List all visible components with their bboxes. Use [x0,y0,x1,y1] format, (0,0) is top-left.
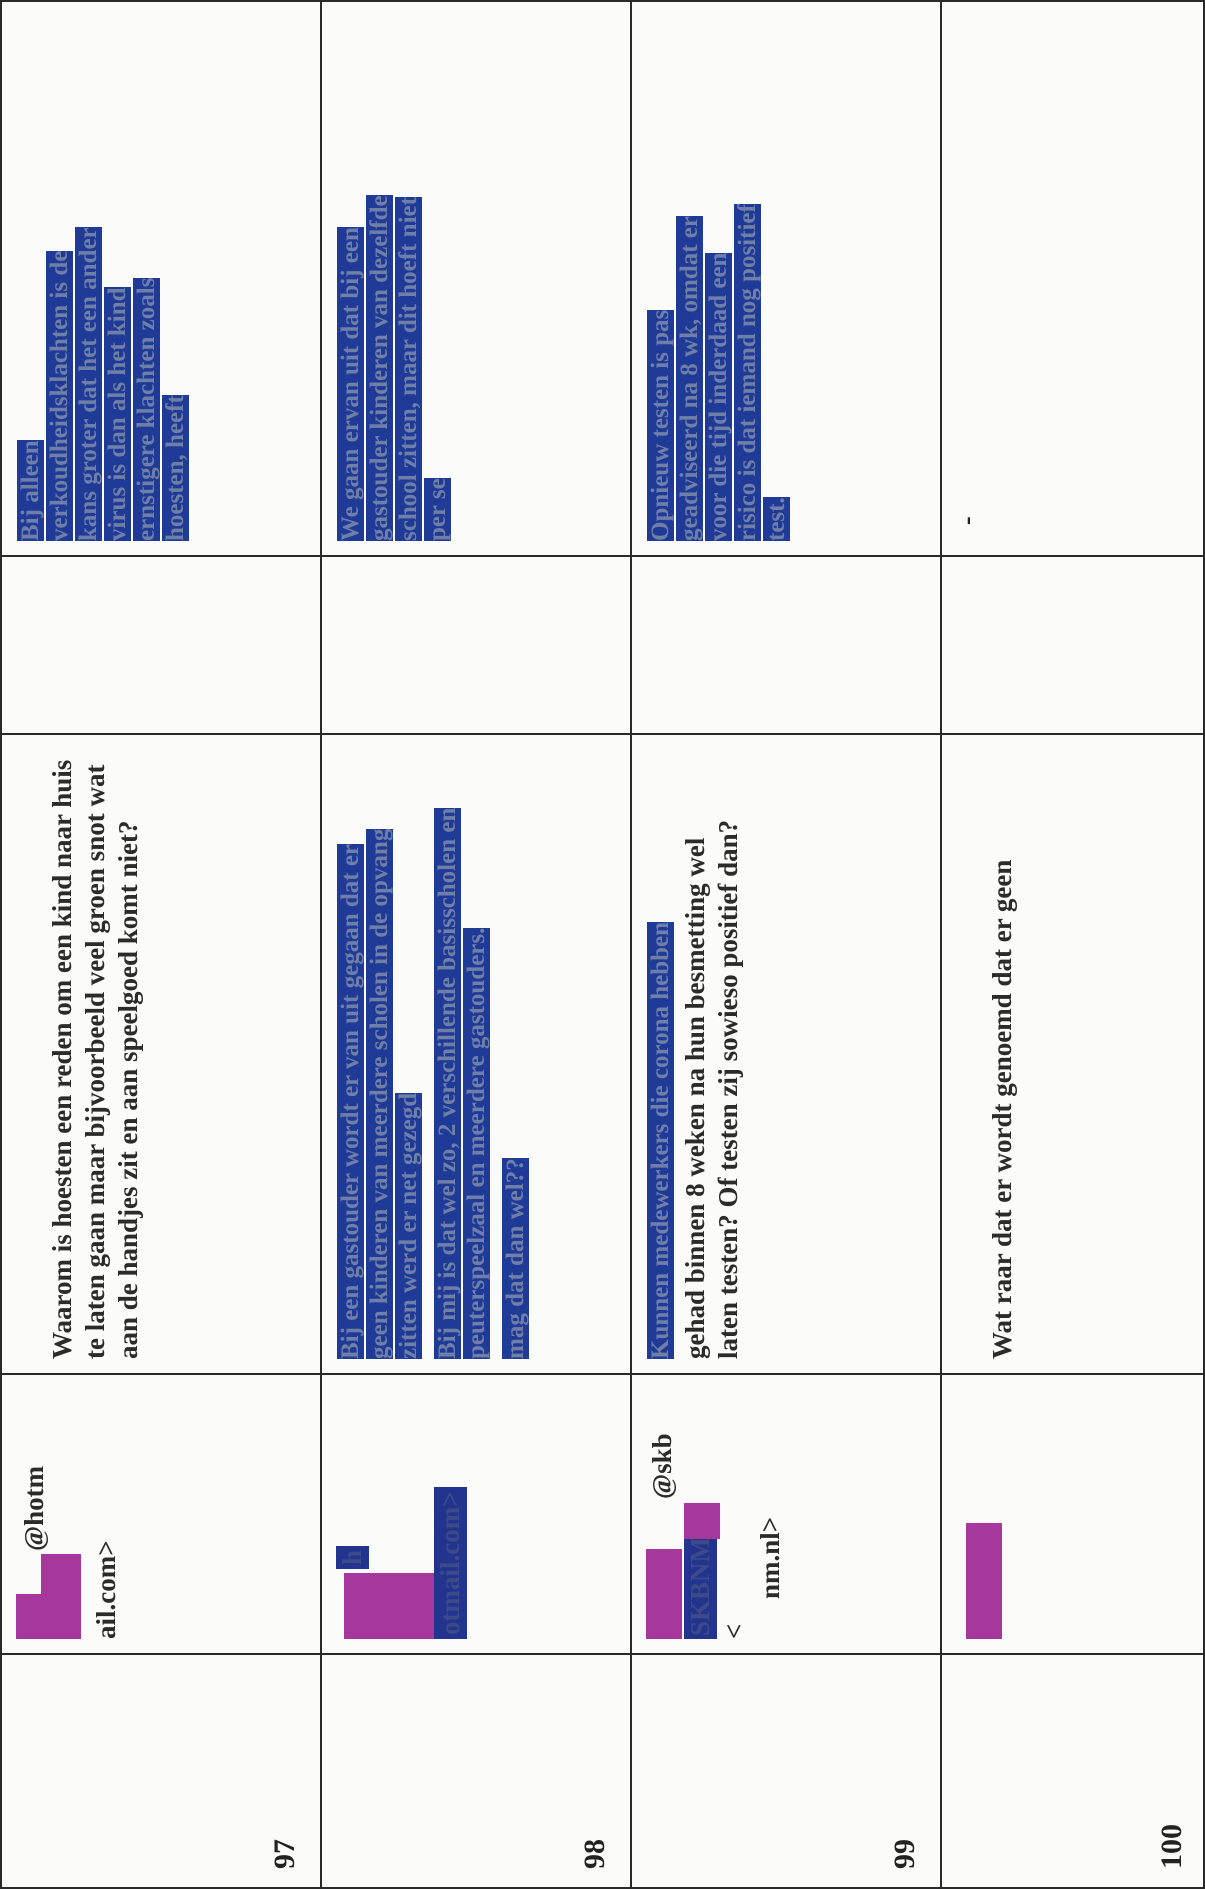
empty-cell [2,555,322,733]
row-number: 99 [888,1839,921,1869]
row-number: 98 [578,1839,611,1869]
question-text: Wat raar dat er wordt genoemd dat er gee… [987,859,1017,1359]
sender-email-fragment: @hotm [19,1465,49,1551]
redaction-block [646,1549,682,1639]
sender-email-cell: @hotm ail.com> [2,1373,322,1653]
sender-email-cell: SKBNM < @skb nm.nl> [632,1373,942,1653]
answer-cell: - [942,0,1205,555]
row-number: 100 [1155,1824,1188,1869]
answer-text-highlighted: Bij alleen verkoudheidsklachten is de ka… [17,227,189,541]
question-text-highlighted: Bij mij is dat wel zo, 2 verschillende b… [434,807,490,1359]
answer-text-highlighted: We gaan ervan uit dat bij een gastouder … [337,195,451,541]
answer-cell: We gaan ervan uit dat bij een gastouder … [322,0,632,555]
sender-email-fragment: otmail.com> [434,1487,467,1639]
answer-cell: Bij alleen verkoudheidsklachten is de ka… [2,0,322,555]
redaction-block [684,1503,720,1539]
row-number-cell: 100 [942,1653,1205,1887]
sender-email-fragment: ail.com> [91,1540,121,1639]
answer-text-highlighted: Opnieuw testen is pas geadviseerd na 8 w… [647,204,790,541]
question-text-highlighted: mag dat dan wel?? [502,1158,529,1359]
question-text-highlighted: Bij een gastouder wordt er van uit gegaa… [337,828,422,1359]
question-text: gehad binnen 8 weken na hun besmetting w… [680,819,743,1359]
sender-email-tag: SKBNM [684,1533,717,1639]
row-number-cell: 97 [2,1653,322,1887]
row-number: 97 [268,1839,301,1869]
sender-email-fragment: nm.nl> [755,1516,785,1599]
answer-text: - [952,516,981,525]
answer-cell: Opnieuw testen is pas geadviseerd na 8 w… [632,0,942,555]
question-cell: Waarom is hoesten een reden om een kind … [2,733,322,1373]
question-text-highlighted: Kunnen medewerkers die corona hebben [647,921,674,1359]
question-cell: Wat raar dat er wordt genoemd dat er gee… [942,733,1205,1373]
question-text: Waarom is hoesten een reden om een kind … [47,759,143,1359]
row-number-cell: 98 [322,1653,632,1887]
sender-email-fragment: h [336,1545,369,1569]
row-number-cell: 99 [632,1653,942,1887]
redaction-block [344,1573,434,1639]
redaction-block [966,1523,1002,1639]
sender-email-fragment: < [719,1623,749,1639]
redaction-block [41,1554,81,1594]
sender-email-fragment: @skb [647,1433,677,1499]
question-cell: Bij een gastouder wordt er van uit gegaa… [322,733,632,1373]
question-cell: Kunnen medewerkers die corona hebben geh… [632,733,942,1373]
sender-email-cell [942,1373,1205,1653]
redaction-block [16,1594,81,1639]
sender-email-cell: h otmail.com> [322,1373,632,1653]
empty-cell [632,555,942,733]
empty-cell [322,555,632,733]
empty-cell [942,555,1205,733]
